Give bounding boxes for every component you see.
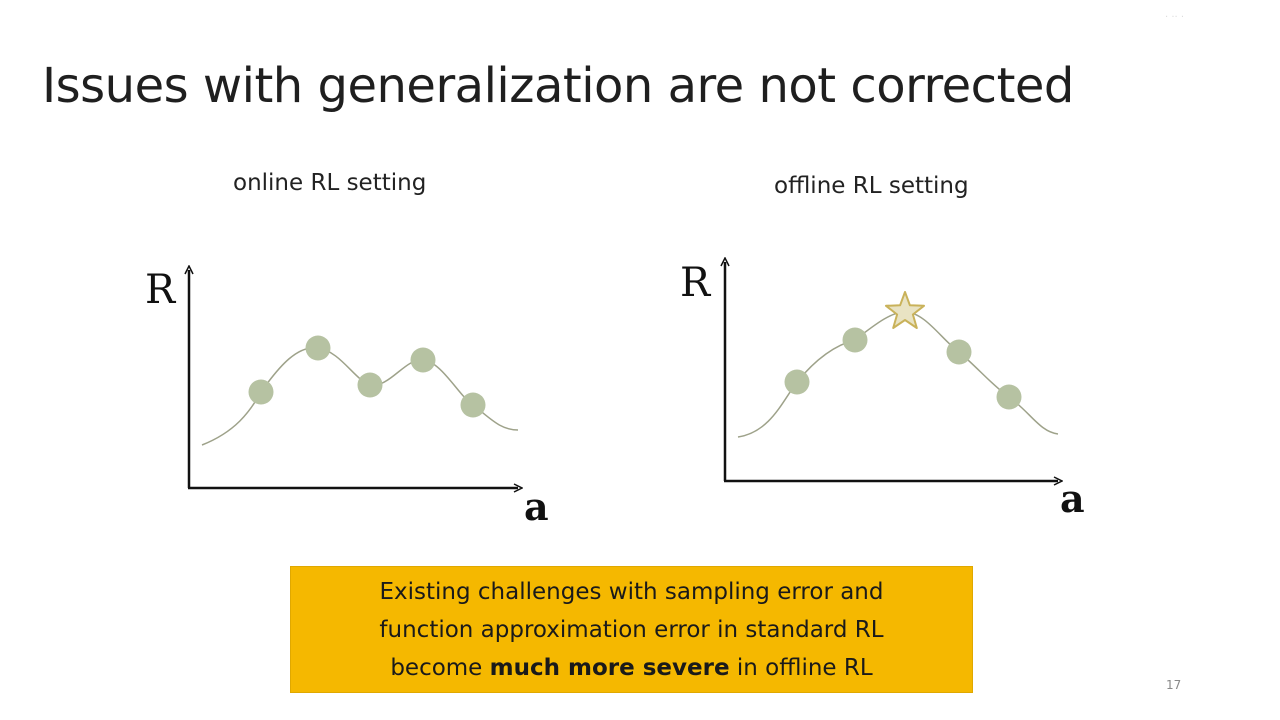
online-data-point [305, 335, 331, 361]
star-icon [885, 291, 925, 329]
callout-line-2: function approximation error in standard… [379, 616, 884, 643]
callout-line-1: Existing challenges with sampling error … [379, 578, 884, 605]
online-panel-label: online RL setting [233, 170, 427, 196]
offline-data-points [784, 327, 1022, 410]
offline-data-point [784, 369, 810, 395]
page-number: 17 [1166, 678, 1182, 692]
offline-panel-label: offline RL setting [774, 173, 969, 199]
offline-axes [724, 262, 1058, 481]
slide-title: Issues with generalization are not corre… [42, 58, 1074, 114]
online-y-axis-label: R [145, 267, 176, 313]
callout-line-3-end: in offline RL [729, 654, 873, 681]
online-panel [188, 270, 518, 488]
online-axes [188, 270, 518, 488]
online-data-point [460, 392, 486, 418]
online-data-point [248, 379, 274, 405]
online-data-point [410, 347, 436, 373]
callout-box: Existing challenges with sampling error … [290, 566, 973, 693]
callout-emphasis: much more severe [489, 654, 730, 681]
online-data-points [248, 335, 486, 418]
offline-panel [724, 262, 1058, 481]
offline-data-point [842, 327, 868, 353]
offline-y-axis-label: R [680, 260, 711, 306]
online-x-axis-label: a [524, 484, 549, 529]
offline-data-point [946, 339, 972, 365]
watermark: · ·· · [1165, 12, 1185, 23]
callout-line-3: become much more severe in offline RL [390, 649, 872, 687]
offline-x-axis-label: a [1060, 476, 1085, 521]
offline-reward-curve [737, 311, 1059, 438]
callout-line-3-start: become [390, 654, 490, 681]
online-data-point [357, 372, 383, 398]
offline-data-point [996, 384, 1022, 410]
